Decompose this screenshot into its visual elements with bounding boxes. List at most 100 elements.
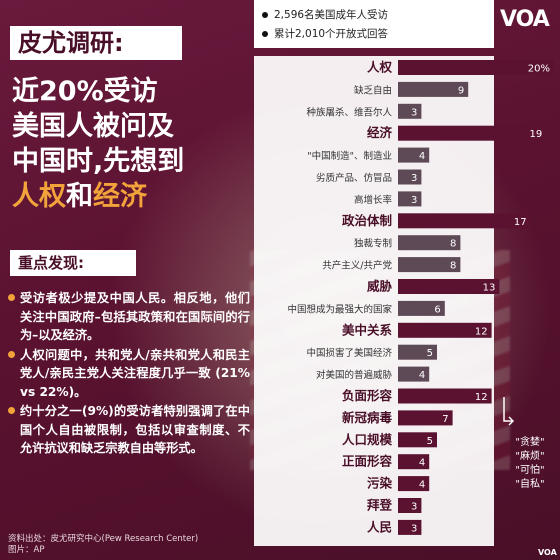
value-label: 12 [475, 392, 488, 403]
category-label: 负面形容 [342, 388, 393, 403]
bar [398, 498, 422, 513]
bar [398, 235, 461, 251]
bar [398, 60, 554, 75]
survey-info-respondents-text: 2,596名美国成年人受访 [274, 9, 389, 21]
bar [398, 322, 492, 338]
bullet-icon [262, 12, 268, 18]
value-label: 4 [419, 458, 425, 469]
category-label: 拜登 [367, 498, 393, 513]
source-credit: 资料出处：皮尤研究中心(Pew Research Center) 图片：AP [8, 534, 198, 556]
category-label: 劣质产品、仿冒品 [316, 172, 392, 184]
category-label: 新冠病毒 [342, 410, 393, 425]
bar [398, 476, 430, 492]
key-findings-title: 重点发现: [10, 250, 136, 276]
bar [398, 103, 422, 119]
value-label: 8 [450, 261, 456, 272]
bar [398, 279, 500, 294]
category-label: 威胁 [367, 279, 393, 294]
value-label: 3 [411, 173, 417, 184]
bar [398, 454, 430, 470]
headline-and: 和 [66, 181, 93, 212]
value-label: 12 [475, 326, 488, 337]
headline-accent-economy: 经济 [93, 181, 147, 212]
key-findings-list: 受访者极少提及中国人民。相反地，他们关注中国政府–包括其政策和在国际间的行为–以… [8, 289, 250, 459]
finding-item: 人权问题中，共和党人/亲共和党人和民主党人/亲民主党人关注程度几乎一致 (21%… [8, 346, 250, 402]
bar [398, 213, 531, 229]
source-line: 资料出处：皮尤研究中心(Pew Research Center) [8, 534, 199, 544]
category-label: 中国损害了美国经济 [306, 347, 392, 359]
side-note-word: "麻烦" [515, 451, 545, 462]
bar [398, 519, 422, 535]
headline: 近20%受访 美国人被问及 中国时,先想到 人权和经济 [12, 74, 252, 214]
chart-panel: 2,596名美国成年人受访 累计2,010个开放式回答 VOA 人权 20% 缺乏自… [254, 0, 560, 560]
value-label: 4 [419, 151, 425, 162]
value-label: 4 [419, 480, 425, 491]
category-label: "中国制造"、制造业 [307, 150, 392, 162]
value-label: 20% [528, 64, 550, 75]
category-label: 独裁专制 [354, 238, 392, 250]
brace-icon [503, 397, 514, 426]
value-label: 3 [411, 107, 417, 118]
bar [398, 125, 547, 141]
bar [398, 300, 445, 316]
headline-line-4: 人权和经济 [12, 179, 252, 214]
side-note-word: "可怕" [515, 465, 545, 476]
side-note-word: "贪婪" [515, 437, 545, 448]
bar [398, 366, 430, 382]
finding-item: 约十分之一(9%)的受访者特别强调了在中国个人自由被限制，包括以审查制度、不允许… [8, 402, 250, 458]
headline-line-3: 中国时,先想到 [12, 146, 185, 177]
left-panel: 皮尤调研: 近20%受访 美国人被问及 中国时,先想到 人权和经济 重点发现: … [0, 0, 250, 560]
bar [398, 344, 437, 360]
category-label: 种族屠杀、维吾尔人 [306, 106, 392, 118]
value-label: 3 [411, 195, 417, 206]
survey-info-answers: 累计2,010个开放式回答 [262, 27, 388, 41]
value-label: 9 [458, 85, 464, 96]
value-label: 7 [442, 414, 448, 425]
value-label: 13 [483, 283, 496, 294]
bar [398, 147, 430, 163]
category-label: 中国想成为最强大的国家 [287, 303, 392, 315]
survey-info-respondents: 2,596名美国成年人受访 [262, 8, 388, 22]
headline-line-1: 近20%受访 [12, 76, 158, 107]
survey-info-answers-text: 累计2,010个开放式回答 [274, 28, 389, 40]
side-note-word: "自私" [515, 479, 545, 490]
category-label: 政治体制 [342, 213, 392, 228]
page-title: 皮尤调研: [10, 26, 182, 60]
value-label: 3 [411, 523, 417, 534]
value-label: 5 [427, 348, 433, 359]
category-label: 美中关系 [342, 322, 393, 337]
bar [398, 191, 422, 207]
bar [398, 410, 453, 426]
category-label: 人权 [367, 60, 393, 75]
negative-descriptions-note: "贪婪" "麻烦" "可怕" "自私" [502, 436, 558, 492]
bar [398, 432, 437, 448]
category-label: 对美国的普遍威胁 [316, 369, 393, 381]
headline-line-2: 美国人被问及 [12, 111, 174, 142]
bar [398, 257, 461, 273]
value-label: 3 [411, 502, 417, 513]
bar [398, 388, 492, 404]
photo-credit: 图片：AP [8, 545, 45, 555]
category-label: 人民 [367, 519, 392, 534]
bar [398, 81, 469, 97]
bar [398, 169, 422, 185]
value-label: 17 [514, 217, 527, 228]
category-label: 共产主义/共产党 [322, 260, 392, 272]
value-label: 8 [450, 239, 456, 250]
headline-accent-human-rights: 人权 [12, 181, 66, 212]
survey-info-box: 2,596名美国成年人受访 累计2,010个开放式回答 [254, 0, 494, 48]
voa-small-logo: VOA [538, 548, 557, 557]
value-label: 5 [427, 436, 433, 447]
bullet-icon [262, 31, 268, 37]
value-label: 19 [529, 129, 542, 140]
bar-chart: 人权 20% 缺乏自由 9 种族屠杀、维吾尔人 3 经济 19 "中国制造"、制造业 4 劣质产品、… [287, 60, 554, 535]
category-label: 正面形容 [342, 454, 393, 469]
category-label: 污染 [367, 476, 393, 491]
category-label: 经济 [367, 125, 393, 140]
finding-item: 受访者极少提及中国人民。相反地，他们关注中国政府–包括其政策和在国际间的行为–以… [8, 289, 250, 345]
value-label: 4 [419, 370, 425, 381]
category-label: 缺乏自由 [354, 84, 392, 96]
category-label: 人口规模 [342, 432, 393, 447]
category-label: 高增长率 [354, 194, 393, 206]
value-label: 6 [434, 304, 440, 315]
